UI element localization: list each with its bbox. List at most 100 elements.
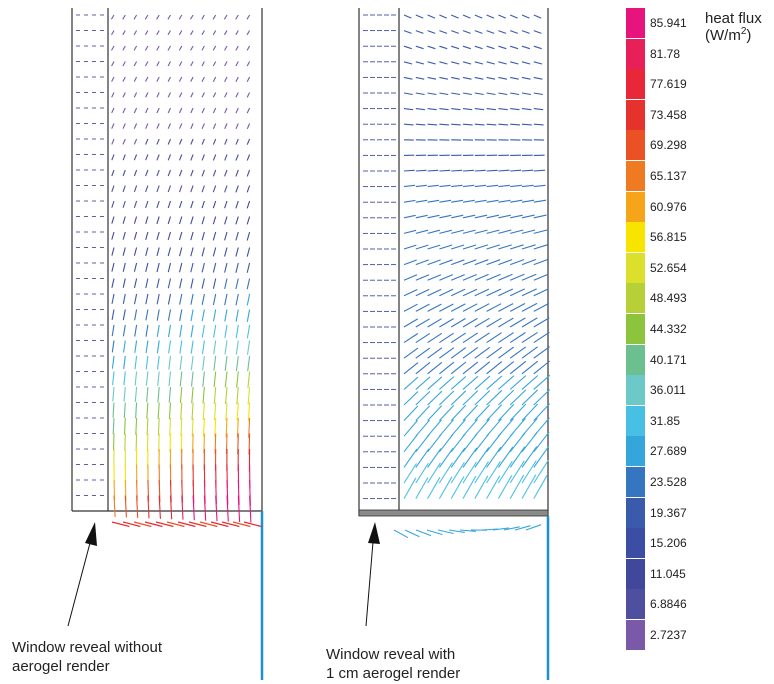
flux-vector <box>203 495 207 521</box>
flux-vector <box>224 45 228 51</box>
flux-vector <box>486 76 496 80</box>
flux-vector <box>474 244 489 250</box>
flux-vector <box>439 244 453 250</box>
flux-vector <box>190 123 194 130</box>
flux-vector <box>145 324 149 337</box>
flux-vector <box>111 138 115 145</box>
flux-vector <box>403 14 412 19</box>
flux-vector <box>486 92 496 96</box>
flux-vector <box>415 434 430 453</box>
flux-vector <box>133 247 138 256</box>
flux-vector <box>190 14 194 20</box>
flux-vector <box>212 262 217 273</box>
flux-vector <box>190 200 194 209</box>
flux-vector <box>486 259 501 266</box>
flux-vector <box>439 361 455 375</box>
flux-vector <box>427 214 440 219</box>
flux-vector <box>155 521 174 528</box>
flux-vector <box>462 475 477 499</box>
flux-vector <box>213 386 217 404</box>
flux-vector <box>156 247 160 257</box>
scale-label: 65.137 <box>650 169 687 183</box>
flux-vector <box>415 30 424 34</box>
flux-vector <box>249 495 252 523</box>
scale-swatch <box>626 589 645 620</box>
scale-item: 73.458 <box>626 99 766 130</box>
flux-vector <box>498 108 508 111</box>
flux-vector <box>403 108 414 111</box>
flux-vector <box>167 262 172 273</box>
flux-vector <box>144 521 163 528</box>
flux-vector <box>145 309 149 321</box>
flux-vector <box>235 309 239 322</box>
flux-vector <box>498 361 515 375</box>
flux-vector <box>133 138 138 145</box>
caption-left-line1: Window reveal without <box>12 639 163 656</box>
panel-without-aerogel <box>71 8 264 680</box>
flux-vector <box>167 92 171 98</box>
flux-vector <box>486 45 495 50</box>
flux-vector <box>180 402 183 420</box>
flux-vector <box>415 76 425 80</box>
flux-vector <box>246 107 251 114</box>
flux-vector <box>201 340 205 354</box>
flux-vector <box>145 371 149 386</box>
flux-vector <box>439 61 448 65</box>
flux-vector <box>509 403 527 421</box>
flux-vector <box>415 391 431 406</box>
flux-vector <box>486 14 495 19</box>
scale-label: 19.367 <box>650 505 687 520</box>
flux-vector <box>246 231 251 241</box>
flux-vector <box>521 346 538 359</box>
left-pointer-line <box>67 542 91 627</box>
flux-vector <box>235 92 239 98</box>
flux-vector <box>451 45 460 50</box>
flux-vector <box>427 361 443 375</box>
flux-vector <box>498 259 513 266</box>
flux-vector <box>521 431 538 453</box>
flux-vector <box>474 199 487 203</box>
flux-vector <box>427 405 443 421</box>
flux-vector <box>134 324 138 337</box>
flux-vector <box>426 529 443 536</box>
flux-vector <box>462 273 477 281</box>
flux-vector <box>474 375 491 390</box>
flux-vector <box>157 402 160 419</box>
flux-vector <box>427 419 442 437</box>
flux-vector <box>235 107 239 114</box>
flux-vector <box>133 521 152 528</box>
flux-vector <box>533 403 551 421</box>
flux-vector <box>439 45 448 50</box>
scale-item: 40.171 <box>626 344 766 375</box>
flux-vector <box>403 244 417 250</box>
flux-vector <box>235 216 239 225</box>
flux-vector <box>246 309 251 322</box>
flux-vector <box>136 495 139 518</box>
flux-vector <box>474 76 484 80</box>
flux-vector <box>474 432 490 453</box>
flux-vector <box>462 418 478 437</box>
flux-vector <box>474 184 487 188</box>
flux-vector <box>450 361 467 375</box>
flux-vector <box>181 495 184 520</box>
flux-vector <box>450 419 466 437</box>
flux-vector <box>415 169 427 172</box>
flux-vector <box>510 45 519 50</box>
flux-vector <box>438 405 455 421</box>
flux-vector <box>497 432 514 453</box>
flux-vector <box>201 185 205 193</box>
flux-vector <box>510 123 521 126</box>
flux-vector <box>246 262 251 273</box>
flux-vector <box>145 107 149 114</box>
legend-title-unit-close: ) <box>746 27 752 44</box>
flux-vector <box>235 76 239 82</box>
flux-vector <box>514 525 531 531</box>
flux-vector <box>450 390 467 406</box>
scale-item: 44.332 <box>626 314 766 344</box>
flux-vector <box>133 262 138 272</box>
panel-with-aerogel <box>358 8 551 680</box>
flux-vector <box>462 361 479 375</box>
scale-swatch <box>626 528 645 559</box>
flux-vector <box>145 154 149 161</box>
flux-vector <box>533 317 550 328</box>
